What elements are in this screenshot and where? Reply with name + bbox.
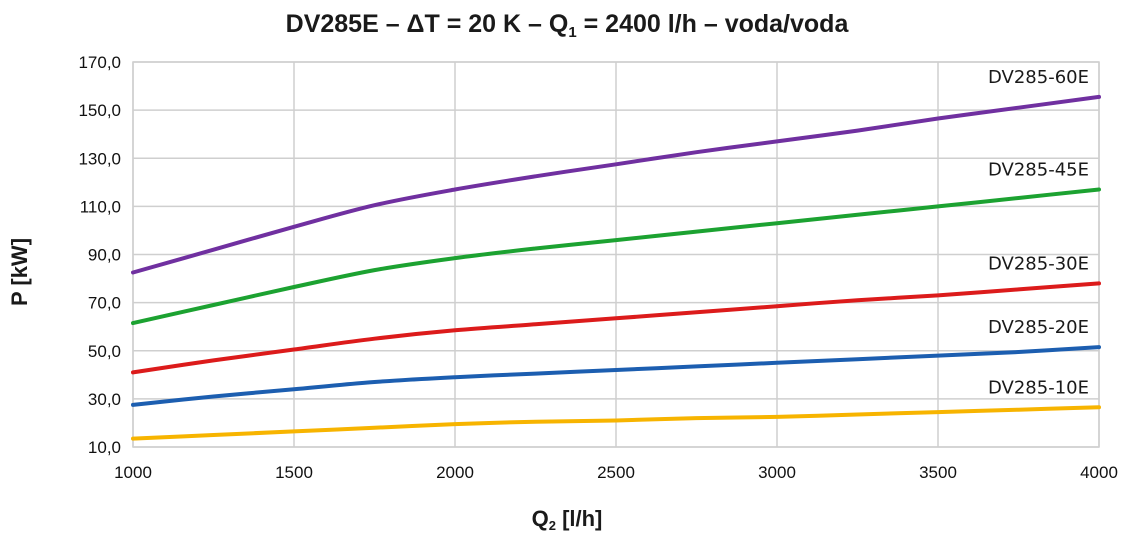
y-axis-ticks: 10,0 30,0 50,0 70,0 90,0 110,0 130,0 150,0 170,0 bbox=[78, 53, 121, 457]
x-axis-title-main: Q bbox=[531, 506, 549, 531]
series-line-dv285-10e bbox=[131, 405, 1101, 441]
series-label-dv285-20e: DV285-20E bbox=[988, 317, 1089, 338]
series-line-dv285-30e bbox=[131, 281, 1101, 375]
y-tick-label: 70,0 bbox=[88, 294, 121, 313]
x-axis-title-subscript: 2 bbox=[548, 518, 556, 533]
series-label-dv285-30e: DV285-30E bbox=[988, 253, 1089, 274]
x-tick-label: 1500 bbox=[275, 463, 313, 482]
y-tick-label: 110,0 bbox=[80, 197, 121, 216]
y-tick-label: 150,0 bbox=[78, 101, 121, 120]
x-tick-label: 2000 bbox=[436, 463, 474, 482]
chart-title-wrap: DV285E – ΔT = 20 K – Q1 = 2400 l/h – vod… bbox=[0, 10, 1134, 41]
x-tick-label: 4000 bbox=[1080, 463, 1118, 482]
series-label-dv285-10e: DV285-10E bbox=[988, 377, 1089, 398]
y-tick-label: 50,0 bbox=[88, 342, 121, 361]
series-line-dv285-20e bbox=[131, 345, 1101, 407]
series-label-dv285-45e: DV285-45E bbox=[988, 160, 1089, 181]
x-axis-title: Q2 [l/h] bbox=[0, 506, 1134, 533]
series-line-dv285-60e bbox=[131, 94, 1101, 275]
x-tick-label: 3500 bbox=[919, 463, 957, 482]
y-tick-label: 10,0 bbox=[88, 438, 121, 457]
x-tick-label: 1000 bbox=[114, 463, 152, 482]
x-tick-label: 2500 bbox=[597, 463, 635, 482]
chart-title: DV285E – ΔT = 20 K – Q1 = 2400 l/h – vod… bbox=[285, 10, 849, 41]
chart-title-text-1: DV285E – ΔT = 20 K – Q bbox=[285, 10, 569, 38]
series-label-dv285-60e: DV285-60E bbox=[988, 67, 1089, 88]
series-line-dv285-45e bbox=[131, 187, 1101, 326]
chart-title-subscript-1: 1 bbox=[568, 24, 577, 41]
x-axis-ticks: 1000 1500 2000 2500 3000 3500 4000 bbox=[114, 463, 1118, 482]
chart-title-text-2: = 2400 l/h – voda/voda bbox=[576, 10, 849, 38]
y-tick-label: 170,0 bbox=[78, 53, 121, 72]
x-tick-label: 3000 bbox=[758, 463, 796, 482]
series-labels: DV285-60E DV285-45E DV285-30E DV285-20E DV28… bbox=[988, 67, 1089, 398]
y-tick-label: 90,0 bbox=[88, 246, 121, 265]
y-axis-title: P [kW] bbox=[7, 237, 32, 307]
x-axis-title-unit: [l/h] bbox=[555, 506, 603, 531]
y-tick-label: 30,0 bbox=[88, 390, 121, 409]
y-tick-label: 130,0 bbox=[78, 149, 121, 168]
series-lines bbox=[131, 94, 1101, 441]
